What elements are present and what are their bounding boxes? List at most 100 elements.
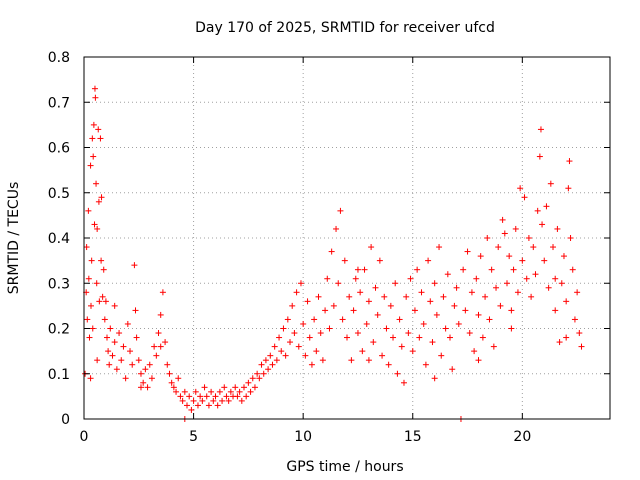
data-point (157, 343, 164, 350)
data-point (164, 361, 171, 368)
data-point (98, 194, 105, 201)
data-point (199, 397, 206, 404)
data-point (177, 393, 184, 400)
data-point (105, 348, 112, 355)
data-point (322, 307, 329, 314)
data-point (550, 244, 557, 251)
data-point (486, 316, 493, 323)
data-point (120, 343, 127, 350)
data-point (578, 343, 585, 350)
data-point (273, 357, 280, 364)
data-point (94, 357, 101, 364)
data-point (256, 375, 263, 382)
data-point (92, 94, 99, 101)
data-point (574, 289, 581, 296)
data-point (444, 271, 451, 278)
data-point (260, 370, 267, 377)
x-tick-label: 15 (404, 429, 422, 445)
data-point (282, 352, 289, 359)
data-point (335, 280, 342, 287)
data-point (341, 257, 348, 264)
data-point (354, 266, 361, 273)
data-point (490, 343, 497, 350)
data-point (168, 379, 175, 386)
data-point (190, 397, 197, 404)
data-point (479, 334, 486, 341)
data-point (346, 293, 353, 300)
data-point (374, 311, 381, 318)
data-point (276, 334, 283, 341)
data-point (431, 280, 438, 287)
data-point (142, 366, 149, 373)
data-point (278, 348, 285, 355)
grid-lines (84, 57, 610, 419)
data-point (372, 284, 379, 291)
data-point (216, 388, 223, 395)
data-point (339, 316, 346, 323)
data-point (523, 275, 530, 282)
y-tick-label: 0.6 (48, 141, 70, 157)
data-point (337, 207, 344, 214)
data-point (499, 216, 506, 223)
data-point (431, 375, 438, 382)
data-point (146, 361, 153, 368)
data-point (416, 334, 423, 341)
data-point (414, 266, 421, 273)
data-point (308, 361, 315, 368)
data-point (563, 334, 570, 341)
data-point (245, 379, 252, 386)
data-point (265, 366, 272, 373)
data-point (247, 388, 254, 395)
data-point (212, 393, 219, 400)
data-point (433, 311, 440, 318)
data-point (97, 135, 104, 142)
data-point (240, 384, 247, 391)
data-point (122, 375, 129, 382)
data-point (539, 221, 546, 228)
data-point (530, 244, 537, 251)
data-point (89, 135, 96, 142)
data-point (113, 366, 120, 373)
data-point (131, 262, 138, 269)
data-point (508, 325, 515, 332)
data-point (179, 397, 186, 404)
data-point (576, 330, 583, 337)
data-point (85, 207, 92, 214)
data-point (317, 330, 324, 337)
x-axis-label: GPS time / hours (286, 459, 403, 475)
data-point (477, 253, 484, 260)
data-point (328, 248, 335, 255)
data-point (188, 406, 195, 413)
data-point (560, 253, 567, 260)
data-point (234, 393, 241, 400)
data-point (569, 266, 576, 273)
data-point (137, 370, 144, 377)
data-point (566, 158, 573, 165)
data-point (170, 384, 177, 391)
data-point (219, 397, 226, 404)
data-point (330, 302, 337, 309)
data-point (95, 198, 102, 205)
data-point (357, 289, 364, 296)
data-point (537, 126, 544, 133)
data-point (385, 361, 392, 368)
data-point (365, 298, 372, 305)
data-point (455, 320, 462, 327)
data-point (111, 339, 118, 346)
data-point (552, 275, 559, 282)
data-point (447, 334, 454, 341)
data-point (135, 357, 142, 364)
data-point (350, 307, 357, 314)
data-point (354, 330, 361, 337)
data-point (552, 307, 559, 314)
data-point (363, 320, 370, 327)
data-point (89, 325, 96, 332)
data-point (192, 388, 199, 395)
data-point (300, 320, 307, 327)
data-point (405, 330, 412, 337)
y-tick-label: 0.3 (48, 276, 70, 292)
data-point (127, 348, 134, 355)
data-point (93, 280, 100, 287)
data-point (269, 361, 276, 368)
data-point (90, 121, 97, 128)
